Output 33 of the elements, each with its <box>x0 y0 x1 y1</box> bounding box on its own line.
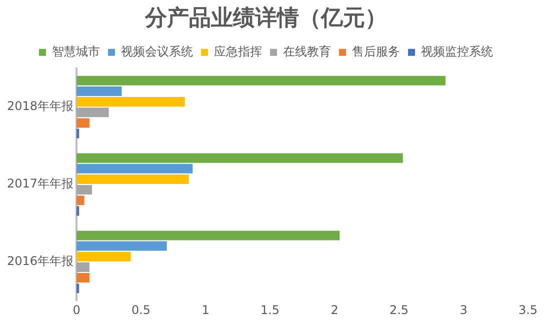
bar <box>76 262 90 272</box>
legend-label: 在线教育 <box>283 44 331 59</box>
x-tick-label: 2.5 <box>389 302 409 317</box>
bar <box>76 185 92 195</box>
x-tick-label: 0 <box>72 302 80 317</box>
y-tick-label: 2016年年报 <box>6 254 74 268</box>
bar <box>76 164 193 174</box>
bar <box>76 97 185 107</box>
bar <box>76 174 189 184</box>
x-tick-label: 0.5 <box>131 302 151 317</box>
legend-label: 智慧城市 <box>52 44 100 59</box>
x-tick-label: 3 <box>460 302 468 317</box>
bar <box>76 86 122 96</box>
x-tick-label: 1.5 <box>260 302 280 317</box>
bar <box>76 252 131 262</box>
x-tick-label: 1 <box>202 302 210 317</box>
y-tick-label: 2018年年报 <box>6 99 74 114</box>
bar <box>76 273 90 283</box>
bar <box>76 153 403 163</box>
x-tick-label: 3.5 <box>518 302 538 317</box>
legend-label: 售后服务 <box>352 44 400 59</box>
legend-label: 视频监控系统 <box>421 44 493 59</box>
chart-title: 分产品业绩详情（亿元） <box>144 4 387 31</box>
bar <box>76 241 167 251</box>
bar <box>76 118 90 128</box>
bar <box>76 196 84 206</box>
bar <box>76 108 109 118</box>
y-tick-label: 2017年年报 <box>6 176 74 191</box>
legend-label: 视频会议系统 <box>121 44 193 59</box>
legend-label: 应急指挥 <box>214 44 262 59</box>
bar <box>76 230 340 240</box>
bar <box>76 76 446 86</box>
x-tick-label: 2 <box>330 302 338 317</box>
